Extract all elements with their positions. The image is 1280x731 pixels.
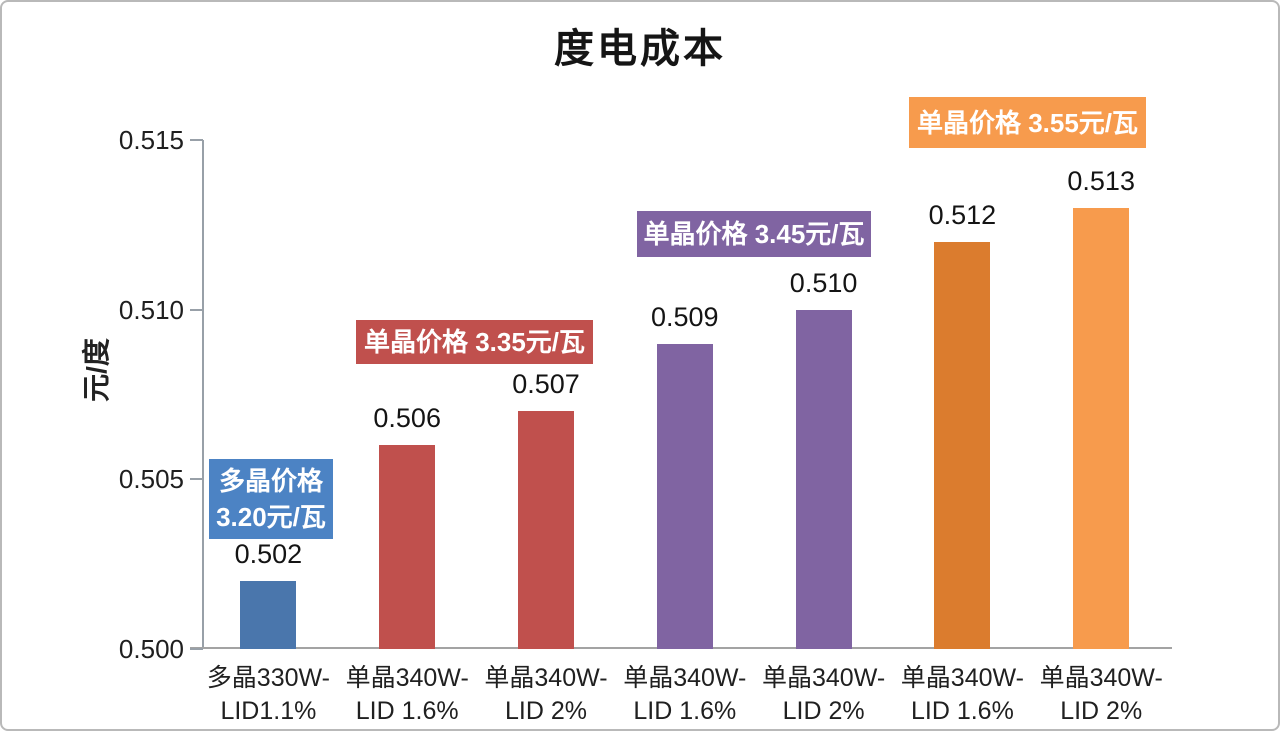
x-category-label: 单晶340W- LID 2% <box>762 664 886 725</box>
bar-value-label: 0.509 <box>651 301 719 332</box>
y-axis-line <box>202 140 204 649</box>
y-tick-mark <box>190 648 203 650</box>
price-annotation: 单晶价格 3.55元/瓦 <box>909 97 1146 148</box>
x-category-label: 多晶330W- LID1.1% <box>206 664 330 725</box>
x-category-label: 单晶340W- LID 1.6% <box>623 664 747 725</box>
y-tick-label: 0.500 <box>118 634 184 664</box>
y-tick-mark <box>190 478 203 481</box>
bar-value-label: 0.506 <box>373 403 441 434</box>
y-tick-mark <box>190 139 203 141</box>
bar-value-label: 0.507 <box>512 369 580 400</box>
x-category-label: 单晶340W- LID 1.6% <box>900 664 1024 725</box>
bar-value-label: 0.502 <box>234 539 303 570</box>
bar <box>518 411 574 649</box>
price-annotation: 多晶价格 3.20元/瓦 <box>209 459 333 539</box>
x-category-label: 单晶340W- LID 2% <box>1039 664 1163 725</box>
bar <box>1073 207 1130 649</box>
chart-title: 度电成本 <box>554 25 726 72</box>
price-annotation: 单晶价格 3.35元/瓦 <box>356 320 593 364</box>
y-tick-label: 0.510 <box>118 294 184 325</box>
bar <box>379 445 436 649</box>
bar <box>795 309 852 649</box>
x-category-label: 单晶340W- LID 1.6% <box>345 664 469 725</box>
y-tick-label: 0.515 <box>118 125 184 155</box>
price-annotation: 单晶价格 3.45元/瓦 <box>637 211 871 257</box>
y-tick-mark <box>190 308 203 311</box>
bar-value-label: 0.513 <box>1067 165 1135 196</box>
y-axis-title: 元/度 <box>81 338 112 402</box>
bar <box>934 241 991 649</box>
bar-value-label: 0.512 <box>928 199 997 230</box>
bar <box>240 581 297 649</box>
y-tick-label: 0.505 <box>118 464 184 495</box>
bar <box>656 343 713 649</box>
bar-value-label: 0.510 <box>789 267 858 298</box>
x-category-label: 单晶340W- LID 2% <box>484 664 608 725</box>
